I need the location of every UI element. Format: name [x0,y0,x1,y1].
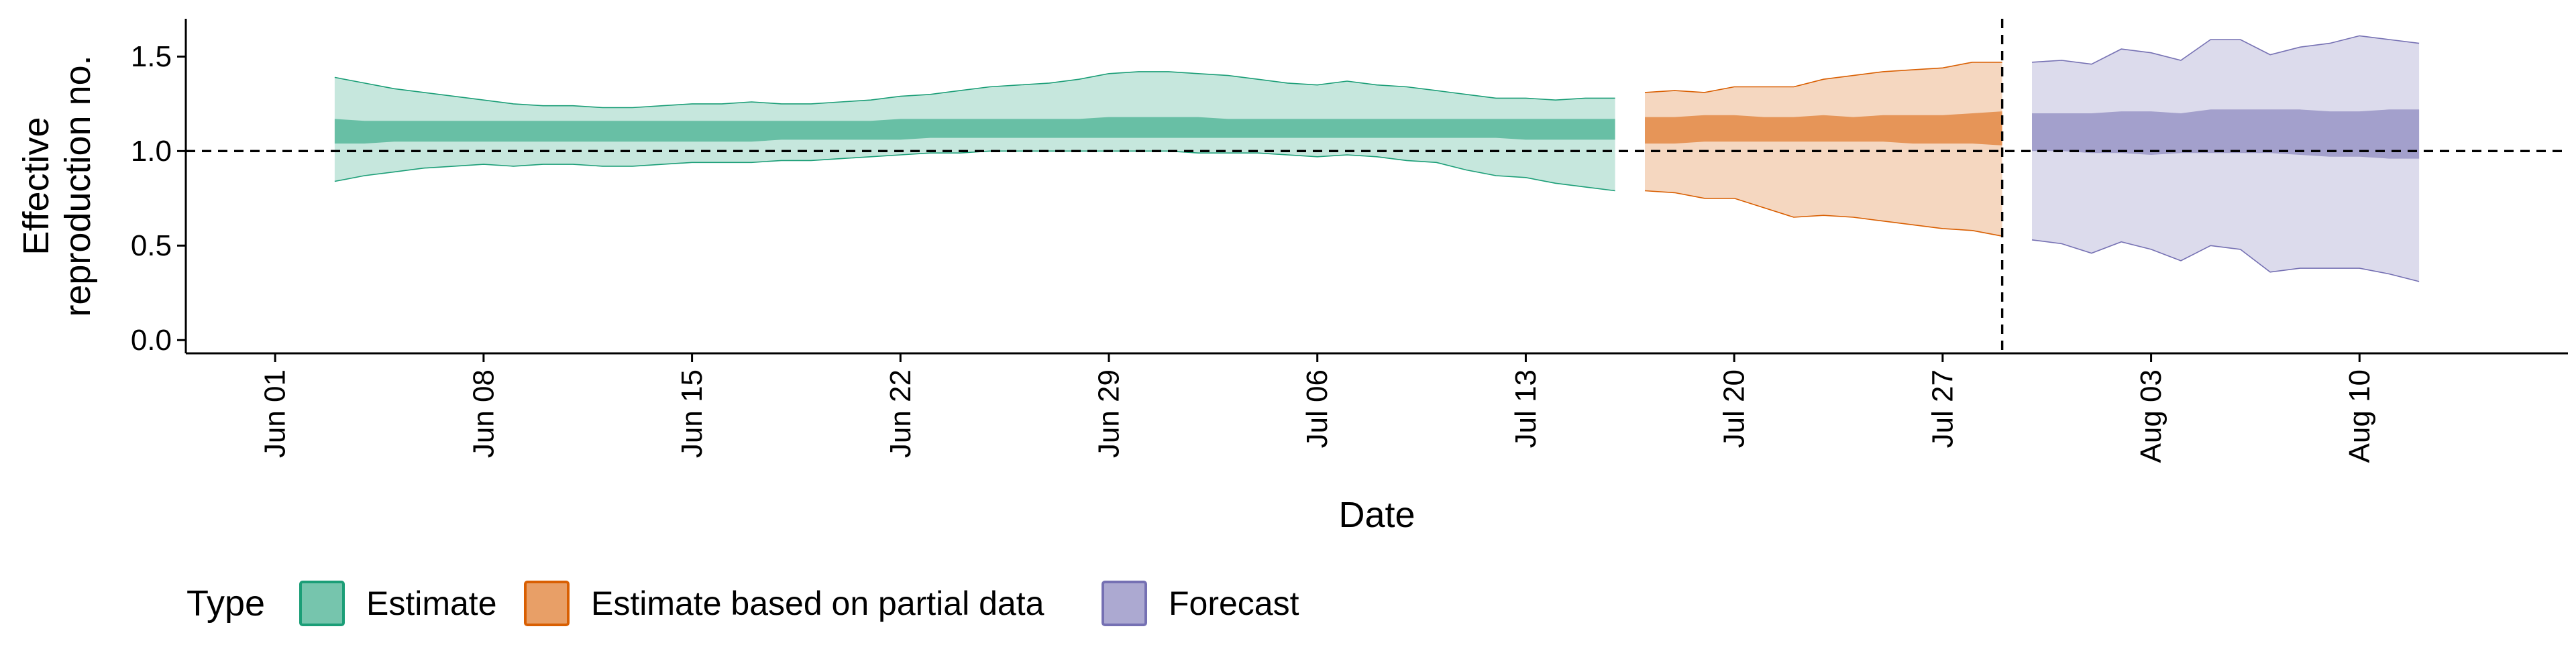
x-tick-label: Jul 06 [1301,369,1334,448]
legend-title: Type [186,583,265,624]
band-90-upper-edge-forecast [2031,35,2420,65]
legend-key-forecast [1102,581,1147,626]
band-50-forecast [2032,109,2420,159]
x-tick-label: Jul 27 [1926,369,1959,448]
legend-label-estimate-based-on-partial-data: Estimate based on partial data [591,585,1044,622]
axes-layer: 0.0 0.5 1.0 1.5 Jun 01 Jun 08 Jun 15 Jun 22 Jun … [131,19,2568,463]
y-tick-label: 0.0 [131,324,172,357]
x-tick-label: Aug 10 [2343,369,2376,463]
y-axis-title: Effectivereproduction no. [16,55,98,316]
reference-lines-layer [186,19,2568,353]
band-50-estimate-based-on-partial-data [1645,111,2002,145]
band-90-lower-edge-forecast [2031,239,2420,282]
x-tick-label: Aug 03 [2135,369,2167,463]
band-50-estimate [334,117,1615,144]
x-axis-title: Date [1338,495,1415,535]
band-90-upper-edge-estimate-based-on-partial-data [1644,62,2002,93]
x-tick-label: Jun 29 [1093,369,1126,458]
legend-label-forecast: Forecast [1169,585,1299,622]
bands-layer [334,35,2420,282]
y-tick-label: 1.5 [131,40,172,73]
x-tick-label: Jun 22 [884,369,917,458]
legend-key-estimate-based-on-partial-data [524,581,570,626]
legend-key-estimate [299,581,345,626]
x-tick-label: Jun 08 [467,369,500,458]
y-tick-label: 0.5 [131,229,172,262]
band-90-lower-edge-estimate-based-on-partial-data [1644,190,2002,237]
y-tick-label: 1.0 [131,135,172,168]
legend-label-estimate: Estimate [366,585,497,622]
y-axis-title-line: Effective [16,117,56,255]
x-tick-label: Jul 13 [1509,369,1542,448]
band-90-forecast [2032,36,2420,282]
band-90-estimate-based-on-partial-data [1645,62,2002,237]
x-tick-label: Jun 15 [676,369,708,458]
legend: Type Estimate Estimate based on partial da… [186,581,1299,626]
x-tick-label: Jul 20 [1718,369,1751,448]
x-tick-label: Jun 01 [259,369,292,458]
band-90-upper-edge-estimate [334,71,1615,109]
axis-labels-layer: Date Effectivereproduction no. [16,55,1415,535]
y-axis-title-line: reproduction no. [58,55,98,316]
